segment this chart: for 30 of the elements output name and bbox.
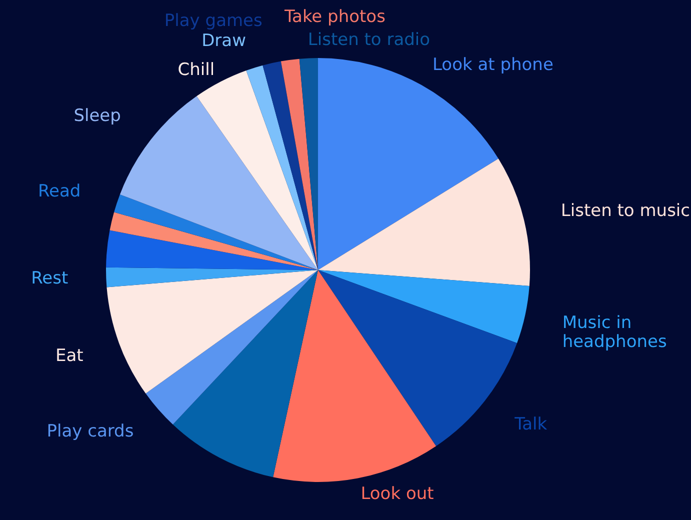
pie-slice (106, 230, 318, 270)
slice-label: Eat (55, 346, 84, 366)
slice-label: Listen to radio (308, 30, 430, 50)
pie-slice (246, 65, 318, 270)
slice-label: Music in headphones (562, 313, 667, 352)
pie-slice (106, 267, 318, 288)
slice-label: Chill (178, 60, 215, 80)
pie-slice (110, 212, 318, 270)
pie-slice (299, 58, 318, 270)
slice-label: Look out (360, 484, 434, 504)
slice-label: Listen to music (560, 200, 690, 221)
slice-label: Draw (202, 31, 246, 52)
pie-slice (318, 58, 498, 270)
slice-label: Look at phone (432, 54, 554, 75)
slice-label: Sleep (74, 106, 121, 126)
pie-slice (172, 270, 318, 478)
pie-slice (262, 61, 318, 270)
slice-label: Talk (514, 414, 548, 434)
slice-label: Rest (31, 268, 68, 289)
slice-label: Play cards (46, 421, 134, 442)
pie-slice (280, 58, 318, 270)
pie-slice (318, 158, 530, 286)
pie-slice (146, 270, 318, 425)
slice-label: Take photos (283, 7, 386, 28)
pie-slice (114, 194, 318, 270)
pie-slice (273, 270, 436, 482)
pie-slice (120, 96, 318, 270)
slice-label: Read (38, 181, 81, 202)
slice-label: Play games (164, 11, 263, 32)
pie-slice (318, 270, 530, 344)
